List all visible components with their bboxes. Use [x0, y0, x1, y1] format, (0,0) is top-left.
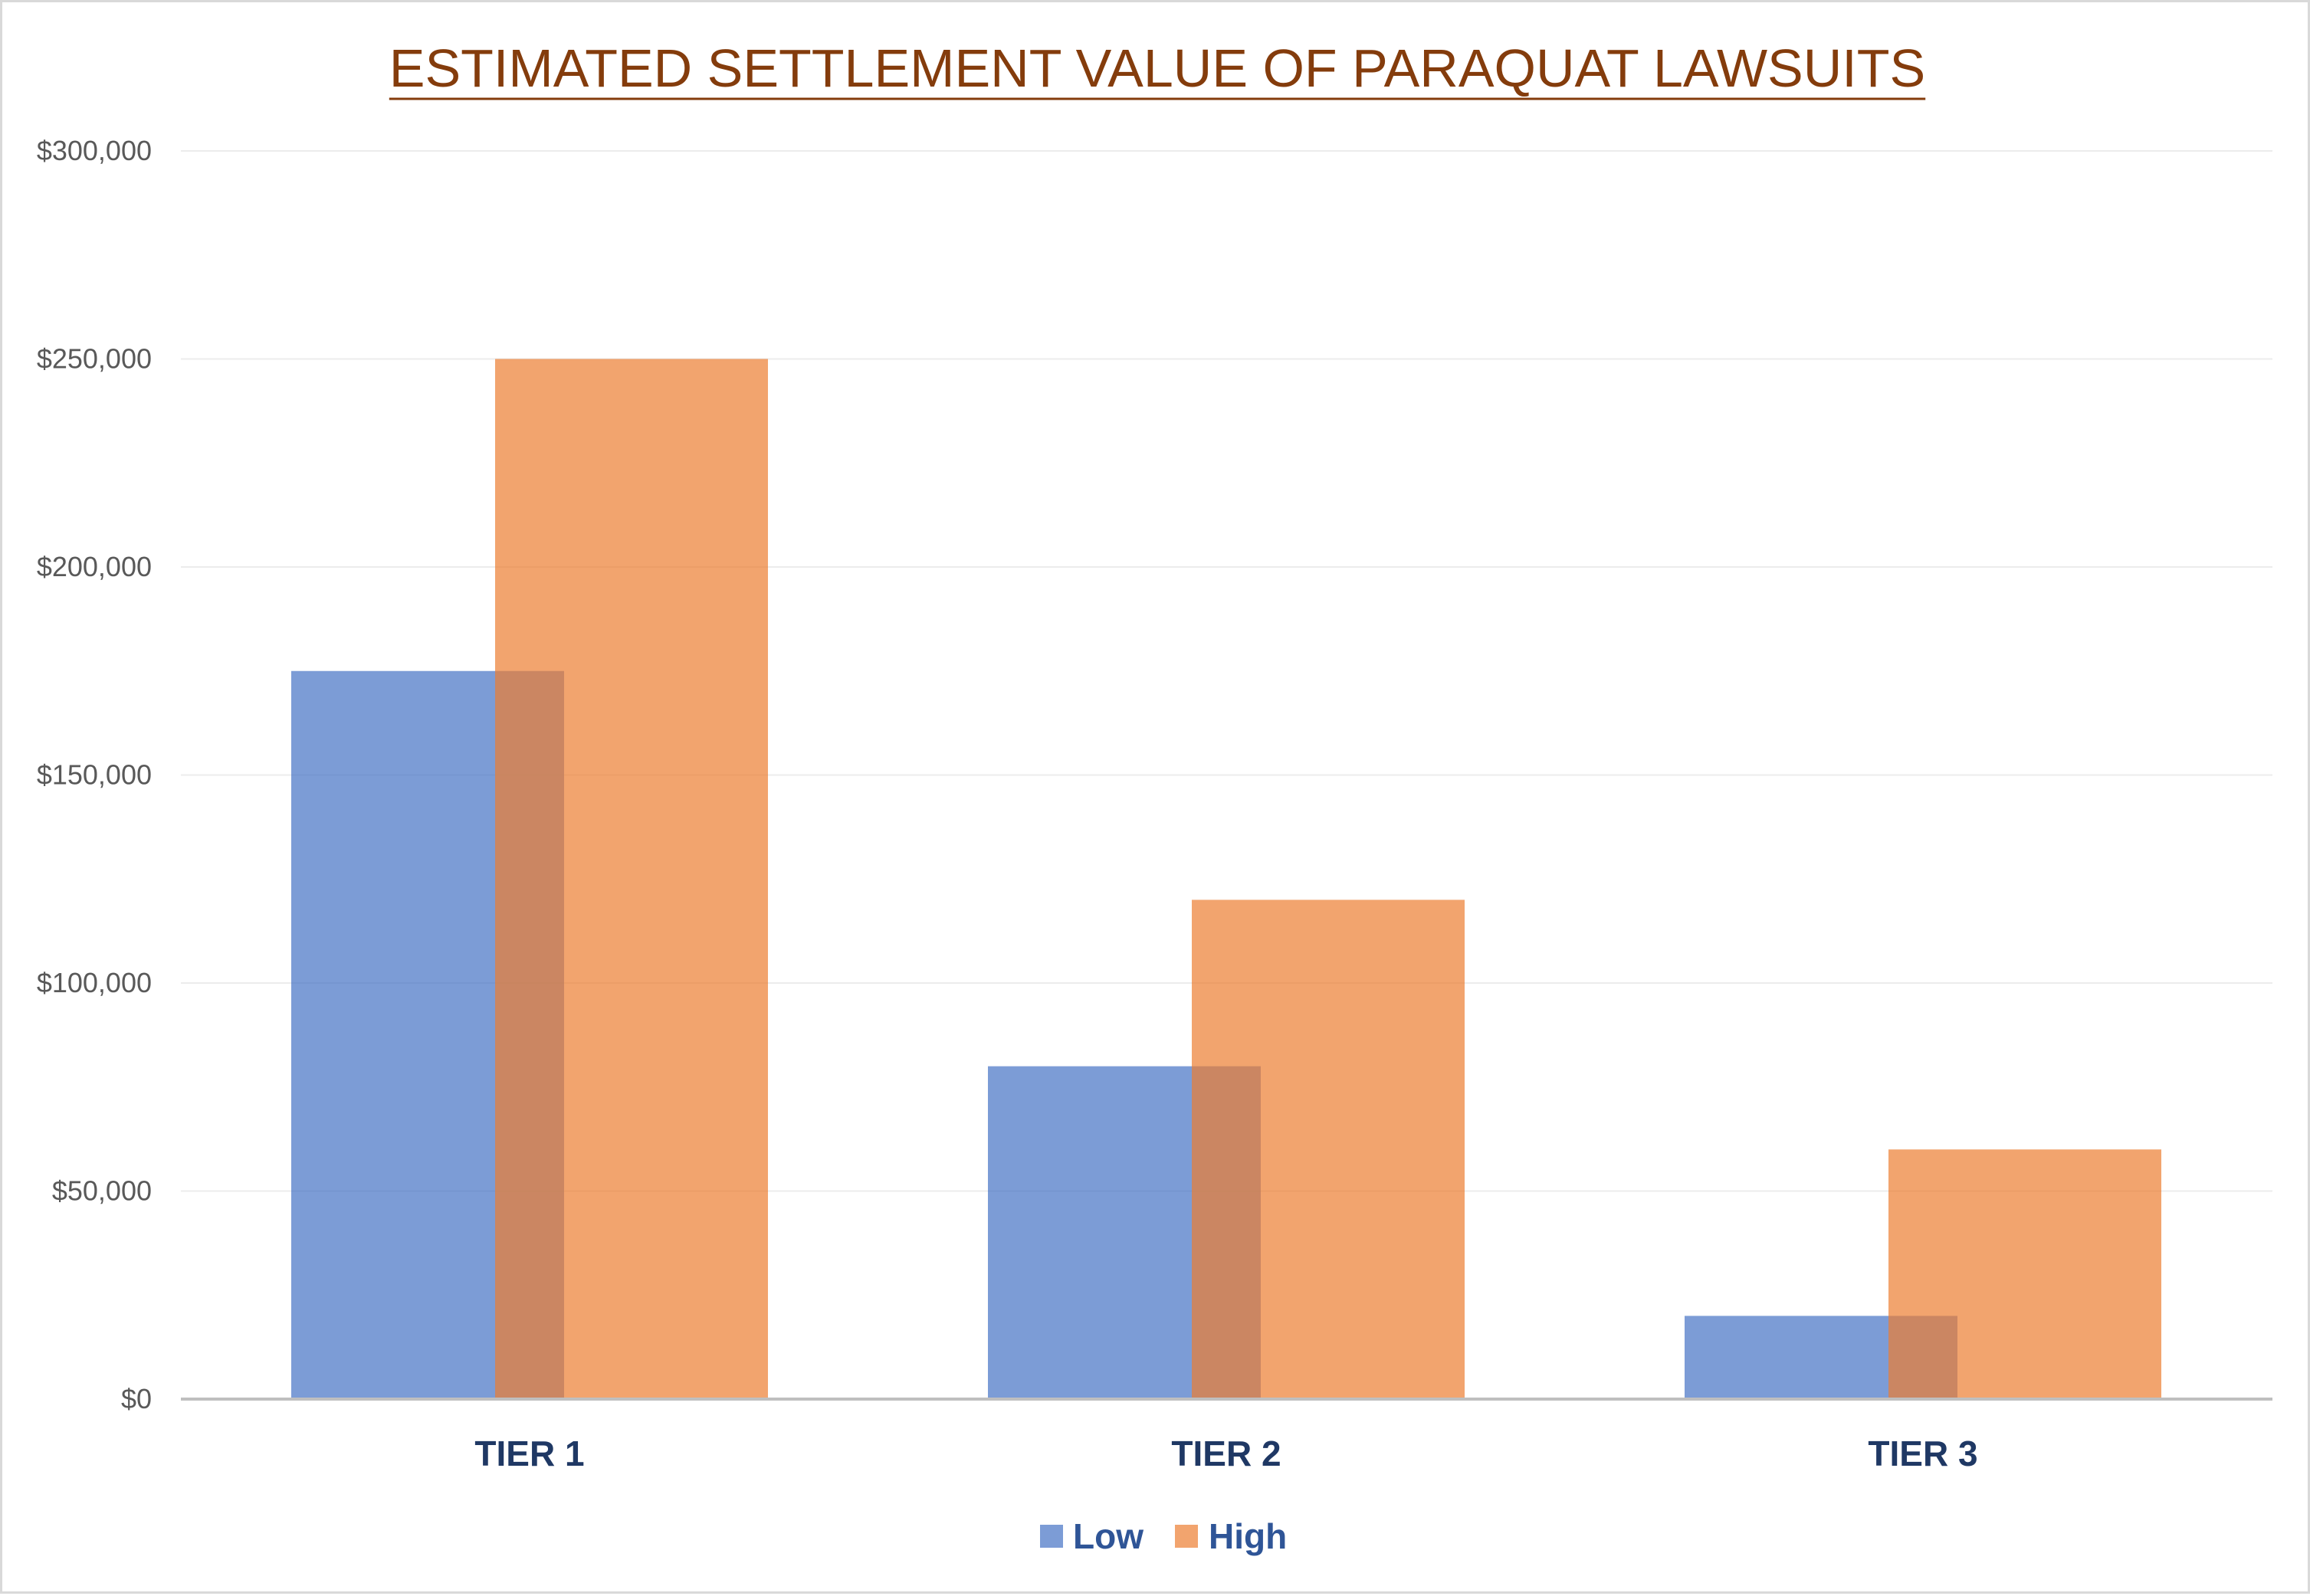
y-tick-label: $300,000: [37, 135, 152, 166]
y-tick-label: $100,000: [37, 967, 152, 998]
category-label: TIER 1: [474, 1434, 584, 1473]
legend-label: Low: [1073, 1516, 1144, 1556]
x-axis-category-labels: TIER 1 TIER 2 TIER 3: [474, 1434, 1977, 1473]
legend-swatch: [1040, 1525, 1063, 1548]
legend-swatch: [1175, 1525, 1198, 1548]
bar-high-tier-3: [1888, 1149, 2161, 1399]
category-label: TIER 2: [1171, 1434, 1281, 1473]
y-tick-label: $0: [121, 1383, 152, 1414]
y-tick-label: $200,000: [37, 551, 152, 582]
category-label: TIER 3: [1868, 1434, 1977, 1473]
y-axis-tick-labels: $0 $50,000 $100,000 $150,000 $200,000 $250,00…: [37, 135, 152, 1414]
chart-title-group: ESTIMATED SETTLEMENT VALUE OF PARAQUAT L…: [389, 38, 1926, 100]
y-tick-label: $250,000: [37, 343, 152, 375]
bars: [291, 359, 2161, 1399]
legend-item-high: High: [1175, 1516, 1287, 1556]
chart-title: ESTIMATED SETTLEMENT VALUE OF PARAQUAT L…: [389, 38, 1925, 98]
bar-high-tier-1: [495, 359, 768, 1399]
y-tick-label: $150,000: [37, 759, 152, 791]
bar-high-tier-2: [1192, 900, 1465, 1399]
y-tick-label: $50,000: [52, 1175, 152, 1207]
legend-label: High: [1209, 1516, 1287, 1556]
legend: Low High: [1040, 1516, 1287, 1556]
legend-item-low: Low: [1040, 1516, 1144, 1556]
